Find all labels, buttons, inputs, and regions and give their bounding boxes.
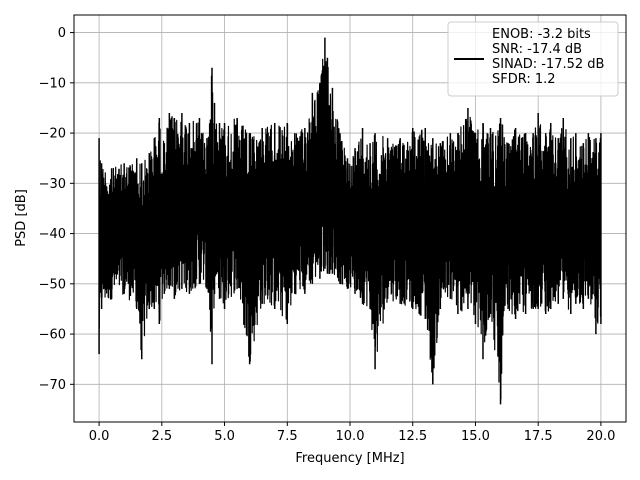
x-tick-label: 15.0 xyxy=(461,429,490,444)
psd-series xyxy=(98,37,602,405)
x-tick-label: 5.0 xyxy=(214,429,235,444)
x-tick-label: 0.0 xyxy=(89,429,110,444)
y-tick-label: −30 xyxy=(39,177,66,192)
y-axis-ticks: 0 −10 −20 −30 −40 −50 −60 −70 xyxy=(39,26,74,393)
legend-entry-enob: ENOB: -3.2 bits xyxy=(492,27,591,42)
y-tick-label: 0 xyxy=(58,26,66,41)
legend-entry-snr: SNR: -17.4 dB xyxy=(492,42,582,57)
psd-trace xyxy=(98,58,602,400)
x-axis-label: Frequency [MHz] xyxy=(295,451,404,466)
legend-entry-sfdr: SFDR: 1.2 xyxy=(492,72,556,87)
x-tick-label: 7.5 xyxy=(277,429,298,444)
x-tick-label: 20.0 xyxy=(586,429,615,444)
y-tick-label: −20 xyxy=(39,127,66,142)
legend-box xyxy=(447,21,619,97)
x-tick-label: 12.5 xyxy=(398,429,427,444)
legend-entry-sinad: SINAD: -17.52 dB xyxy=(492,57,604,72)
y-tick-label: −60 xyxy=(39,328,66,343)
x-tick-label: 10.0 xyxy=(336,429,365,444)
y-tick-label: −50 xyxy=(39,277,66,292)
x-tick-label: 17.5 xyxy=(524,429,553,444)
y-tick-label: −70 xyxy=(39,378,66,393)
y-tick-label: −40 xyxy=(39,227,66,242)
legend: ENOB: -3.2 bits SNR: -17.4 dB SINAD: -17… xyxy=(447,21,619,97)
x-tick-label: 2.5 xyxy=(151,429,172,444)
y-tick-label: −10 xyxy=(39,76,66,91)
y-axis-label: PSD [dB] xyxy=(14,189,29,247)
x-axis-ticks: 0.0 2.5 5.0 7.5 10.0 12.5 15.0 17.5 20.0 xyxy=(89,422,615,444)
